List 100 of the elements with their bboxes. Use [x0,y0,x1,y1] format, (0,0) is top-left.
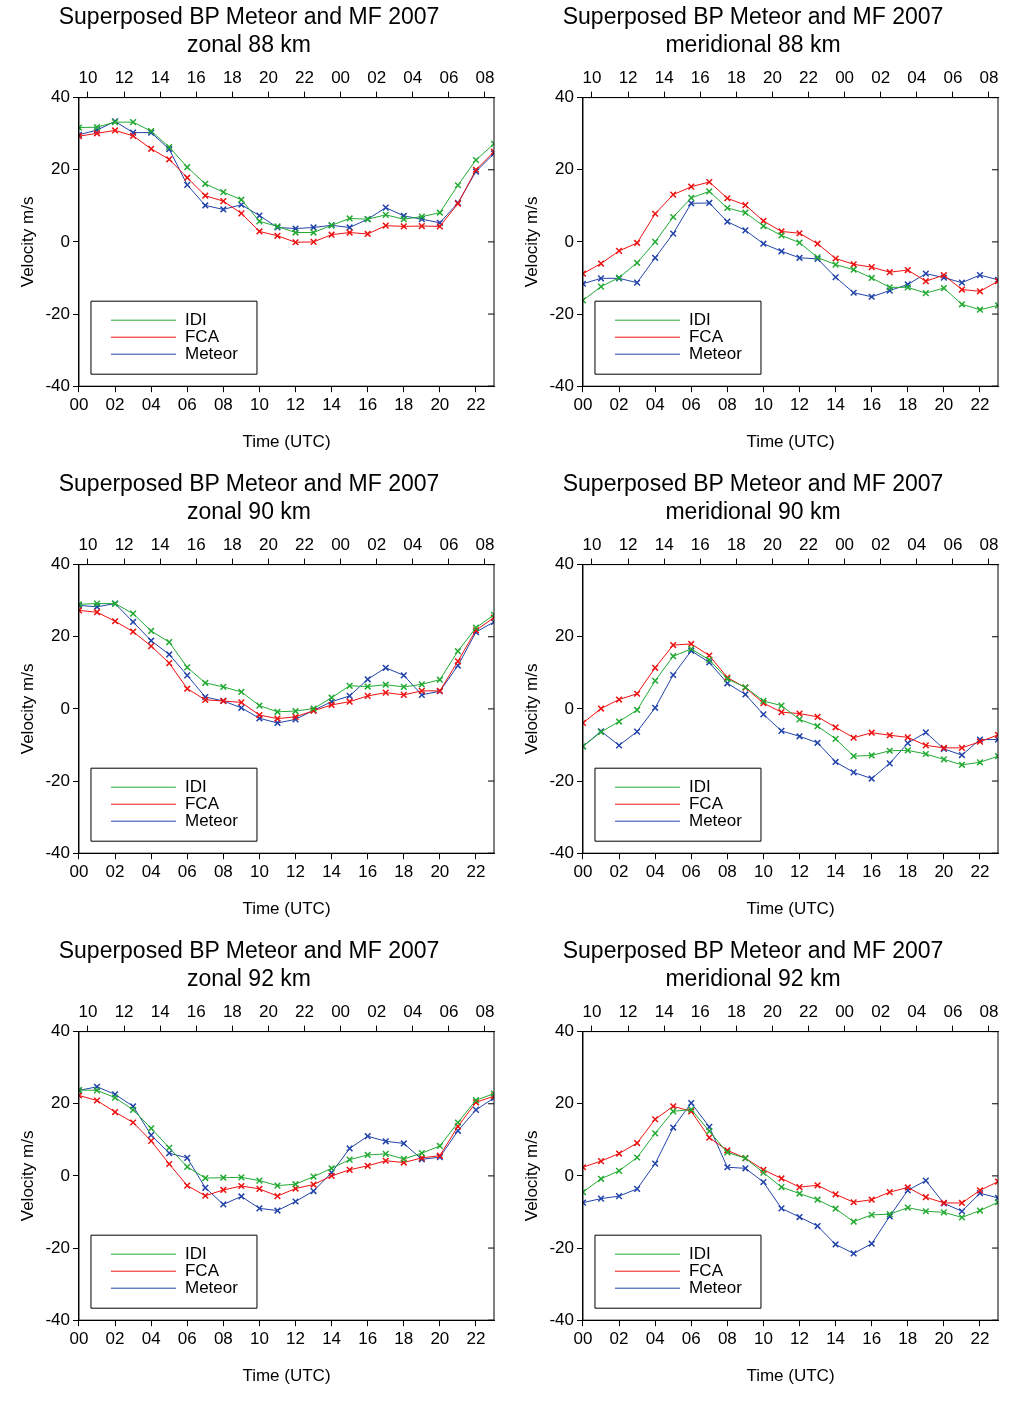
x2-tick-label: 14 [150,535,170,555]
x2-tick-label: 18 [222,68,242,88]
x-axis-title: Time (UTC) [242,432,331,452]
legend-label: Meteor [688,810,743,830]
x2-tick-label: 10 [78,535,98,555]
y-tick-label: 0 [60,231,70,251]
y-tick-label: 20 [555,1093,574,1113]
x2-tick-label: 16 [690,535,710,555]
y-tick-label: 40 [51,1021,70,1041]
chart-title: Superposed BP Meteor and MF 2007 [58,937,440,964]
x-tick-label: 10 [249,862,269,882]
x2-tick-label: 10 [582,535,602,555]
x-tick-label: 00 [573,1329,593,1349]
legend-label: IDI [688,1243,711,1263]
y-axis-title: Velocity m/s [521,1130,541,1222]
y-tick-label: -40 [45,1309,70,1329]
chart-subtitle: meridional 92 km [665,964,841,991]
y-axis-title: Velocity m/s [521,196,541,288]
x2-tick-label: 22 [295,535,314,555]
x2-tick-label: 14 [654,535,674,555]
x-tick-label: 20 [934,395,954,415]
x2-tick-label: 20 [762,68,782,88]
chart-subtitle: zonal 92 km [186,964,312,991]
x2-tick-label: 14 [150,1002,170,1022]
x2-tick-label: 02 [367,68,387,88]
y-tick-label: 0 [564,698,574,718]
x-tick-label: 16 [358,862,378,882]
x-tick-label: 18 [394,395,414,415]
y-tick-label: -40 [45,375,70,395]
x-tick-label: 06 [177,395,197,415]
x2-tick-label: 12 [618,68,638,88]
x-tick-label: 12 [790,395,809,415]
x-tick-label: 12 [790,862,809,882]
legend-label: IDI [688,309,711,329]
x-tick-label: 12 [286,1329,305,1349]
y-tick-label: 0 [564,1165,574,1185]
x-tick-label: 04 [645,395,665,415]
legend-label: Meteor [184,1277,239,1297]
x-tick-label: 22 [466,862,486,882]
y-tick-label: 40 [51,554,70,574]
y-tick-label: 0 [564,231,574,251]
y-tick-label: -40 [549,1309,574,1329]
x2-tick-label: 12 [618,1002,638,1022]
y-tick-label: 40 [555,87,574,107]
legend-label: IDI [688,776,711,796]
x2-tick-label: 02 [871,68,891,88]
x2-tick-label: 02 [871,535,891,555]
x-tick-label: 08 [213,862,233,882]
y-tick-label: -40 [45,842,70,862]
x-tick-label: 06 [177,1329,197,1349]
x2-tick-label: 14 [150,68,170,88]
x-tick-label: 18 [898,862,918,882]
x2-tick-label: 00 [331,68,351,88]
x-tick-label: 20 [430,1329,450,1349]
x-axis-title: Time (UTC) [242,1366,331,1386]
x2-tick-label: 06 [943,1002,963,1022]
x2-tick-label: 08 [979,535,999,555]
chart-subtitle: zonal 88 km [186,30,312,57]
y-tick-label: 0 [60,698,70,718]
x-tick-label: 10 [753,1329,773,1349]
x2-tick-label: 02 [871,1002,891,1022]
x-tick-label: 08 [717,395,737,415]
y-tick-label: 20 [555,159,574,179]
x-tick-label: 20 [934,1329,954,1349]
x-tick-label: 14 [826,1329,846,1349]
x2-tick-label: 12 [618,535,638,555]
chart-subtitle: meridional 88 km [665,30,841,57]
x-tick-label: 00 [69,1329,89,1349]
x-tick-label: 16 [862,862,882,882]
y-tick-label: 20 [51,1093,70,1113]
x2-tick-label: 06 [439,535,459,555]
chart-title: Superposed BP Meteor and MF 2007 [562,470,944,497]
x-tick-label: 00 [69,395,89,415]
x2-tick-label: 18 [222,535,242,555]
x2-tick-label: 06 [439,68,459,88]
x2-tick-label: 14 [654,1002,674,1022]
x2-tick-label: 10 [582,68,602,88]
x2-tick-label: 16 [186,1002,206,1022]
x-tick-label: 14 [826,395,846,415]
x-tick-label: 16 [862,395,882,415]
x2-tick-label: 22 [295,68,314,88]
legend-label: Meteor [184,810,239,830]
x-tick-label: 18 [394,862,414,882]
chart-subtitle: meridional 90 km [665,497,841,524]
x2-tick-label: 00 [835,535,855,555]
legend-label: IDI [184,1243,207,1263]
x-tick-label: 04 [645,862,665,882]
x2-tick-label: 22 [799,535,818,555]
x2-tick-label: 06 [943,535,963,555]
x2-tick-label: 12 [114,68,134,88]
y-tick-label: 40 [555,1021,574,1041]
x-tick-label: 12 [790,1329,809,1349]
x2-tick-label: 18 [726,1002,746,1022]
chart-title: Superposed BP Meteor and MF 2007 [58,3,440,30]
legend-label: IDI [184,776,207,796]
x2-tick-label: 06 [439,1002,459,1022]
y-tick-label: 40 [555,554,574,574]
x2-tick-label: 22 [295,1002,314,1022]
x2-tick-label: 20 [258,535,278,555]
chart-title: Superposed BP Meteor and MF 2007 [562,937,944,964]
